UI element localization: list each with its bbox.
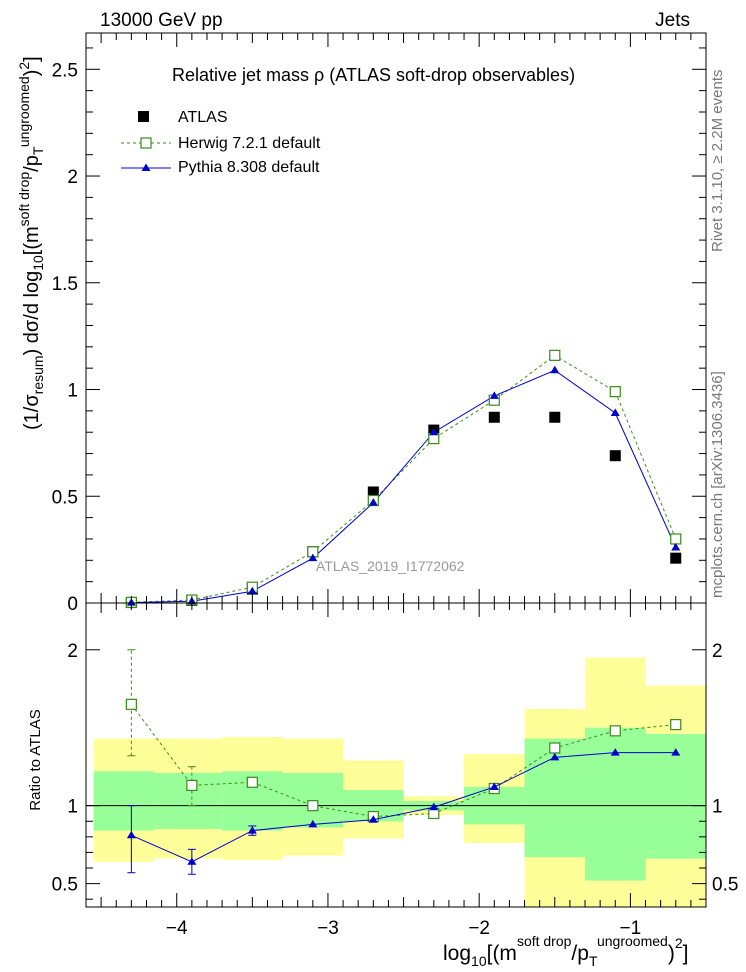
legend-label-pythia: Pythia 8.308 default	[178, 159, 320, 176]
ratio-ytick-label-left: 0.5	[52, 875, 78, 896]
main-point-pythia	[610, 408, 620, 416]
main-ytick-label: 2.5	[52, 60, 78, 81]
xtick-label: −2	[468, 918, 490, 939]
main-y-axis-label: (1/σresum) dσ/d log10[(msoft drop/pTungr…	[16, 56, 46, 430]
main-ytick-label: 0	[67, 594, 78, 615]
main-ytick-label: 2	[67, 167, 78, 188]
plot-title: Relative jet mass ρ (ATLAS soft-drop obs…	[172, 65, 575, 85]
ratio-ytick-label-right: 2	[712, 641, 723, 662]
main-line-herwig	[131, 354, 677, 603]
main-point-herwig	[549, 349, 561, 361]
main-point-herwig	[670, 533, 682, 545]
ratio-y-ticks: 0.5 0.5 1 1 2 2	[52, 641, 738, 900]
main-y-ticks: 0 0.5 1 1.5 2 2.5	[52, 33, 707, 615]
ratio-point-pythia	[308, 819, 318, 828]
ratio-ytick-label-right: 1	[712, 797, 723, 818]
ratio-point-pythia	[126, 830, 136, 839]
ratio-plot-area	[86, 649, 706, 907]
ratio-band-green-0	[93, 771, 155, 831]
header-right: Jets	[655, 10, 690, 31]
ratio-point-herwig	[186, 779, 198, 792]
ratio-point-pythia	[489, 782, 499, 790]
main-ytick-label: 1.5	[52, 274, 78, 295]
ratio-ytick-label-left: 1	[67, 797, 78, 818]
header-left: 13000 GeV pp	[100, 10, 223, 31]
main-point-pythia	[429, 427, 439, 436]
analysis-label: ATLAS_2019_I1772062	[316, 558, 465, 574]
ratio-point-pythia	[671, 748, 681, 756]
rivet-label: Rivet 3.1.10, ≥ 2.2M events	[709, 70, 726, 253]
ratio-point-herwig	[246, 776, 258, 788]
xtick-label: −3	[317, 918, 339, 939]
main-panel: 0 0.5 1 1.5 2 2.5 Relative jet mass ρ (ATLAS …	[16, 32, 707, 615]
ratio-point-pythia	[550, 752, 560, 761]
ratio-point-pythia	[610, 748, 620, 756]
ratio-line-herwig	[130, 704, 676, 818]
legend-marker-atlas	[138, 111, 149, 122]
main-point-pythia	[247, 586, 257, 595]
legend-marker-herwig	[140, 137, 152, 149]
main-point-atlas	[670, 552, 682, 564]
main-point-atlas	[367, 486, 379, 498]
ratio-point-herwig	[125, 698, 137, 710]
main-point-atlas	[609, 450, 621, 462]
ratio-line-pythia	[131, 752, 676, 863]
ratio-point-pythia	[429, 802, 439, 811]
ratio-y-axis-label: Ratio to ATLAS	[27, 709, 44, 810]
main-point-pythia	[489, 391, 499, 399]
main-point-herwig	[609, 386, 621, 398]
ratio-ytick-label-right: 0.5	[712, 875, 738, 896]
mcplots-label: mcplots.cern.ch [arXiv:1306.3436]	[709, 371, 726, 598]
x-axis-text: log10[(msoft drop/pTungroomed)2]	[443, 933, 688, 969]
xtick-label: −4	[166, 918, 188, 939]
ratio-point-pythia	[187, 857, 197, 865]
main-point-pythia	[308, 553, 318, 562]
ratio-point-herwig	[670, 718, 682, 731]
x-axis-label: log10[(msoft drop/pTungroomed)2]	[443, 933, 688, 969]
main-ytick-label: 1	[67, 381, 78, 402]
legend-label-atlas: ATLAS	[178, 109, 228, 126]
main-point-atlas	[549, 411, 561, 423]
legend: ATLAS Herwig 7.2.1 default Pythia 8.308 …	[121, 109, 321, 176]
x-ticks: −4 −3 −2 −1	[85, 603, 707, 939]
ratio-point-herwig	[549, 742, 561, 754]
ratio-frame	[85, 602, 707, 908]
main-point-pythia	[550, 365, 560, 374]
main-point-pythia	[368, 498, 378, 506]
main-point-atlas	[488, 411, 500, 423]
main-y-axis-text: (1/σresum) dσ/d log10[(msoft drop/pTungr…	[16, 56, 46, 430]
ratio-point-pythia	[368, 815, 378, 823]
ratio-ytick-label-left: 2	[67, 641, 78, 662]
main-ytick-label: 0.5	[52, 487, 78, 508]
main-point-pythia	[671, 542, 681, 551]
ratio-point-herwig	[609, 725, 621, 737]
xtick-label: −1	[620, 918, 642, 939]
ratio-point-pythia	[247, 826, 257, 834]
ratio-point-herwig	[307, 800, 319, 812]
legend-label-herwig: Herwig 7.2.1 default	[178, 135, 321, 152]
ratio-panel: 0.5 0.5 1 1 2 2 −4 −3 −2 −1 Ratio to ATLAS log10…	[27, 602, 738, 969]
legend-marker-pythia	[141, 163, 151, 171]
